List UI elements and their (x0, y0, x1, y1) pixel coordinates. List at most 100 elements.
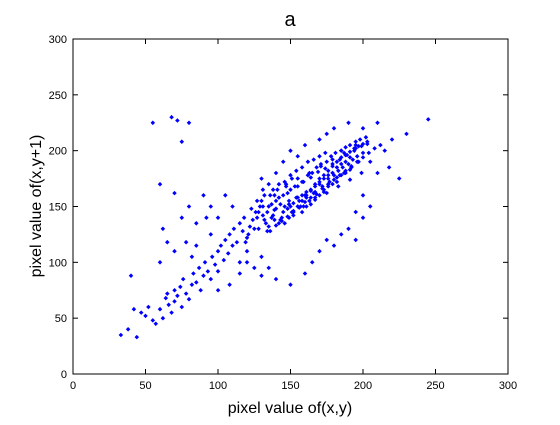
scatter-point (283, 184, 289, 189)
scatter-point (404, 131, 409, 137)
scatter-point (234, 240, 240, 245)
scatter-point (295, 195, 300, 200)
scatter-point (347, 155, 353, 160)
y-tick-label: 100 (49, 257, 67, 269)
scatter-point (292, 184, 298, 189)
scatter-point (275, 187, 280, 192)
scatter-point (244, 260, 250, 265)
y-axis-label: pixel value of(x,y+1) (28, 135, 45, 278)
scatter-point (208, 276, 214, 282)
x-axis-label: pixel value of(x,y) (228, 400, 353, 417)
scatter-point (356, 143, 361, 149)
scatter-point (260, 213, 266, 218)
scatter-point (314, 165, 319, 170)
scatter-point (259, 254, 264, 260)
scatter-point (324, 190, 329, 196)
scatter-point (273, 276, 279, 282)
scatter-point (262, 217, 267, 223)
scatter-point (308, 175, 314, 180)
scatter-point (386, 165, 392, 170)
scatter-point (134, 334, 140, 340)
scatter-point (143, 313, 148, 319)
scatter-point (294, 168, 299, 174)
scatter-point (330, 181, 335, 187)
scatter-point (165, 291, 170, 296)
scatter-point (288, 172, 293, 178)
scatter-point (325, 172, 331, 178)
scatter-point (186, 296, 192, 302)
scatter-point (280, 159, 286, 164)
scatter-point (334, 179, 340, 185)
scatter-point (286, 198, 292, 204)
y-tick-label: 0 (61, 369, 67, 381)
scatter-point (350, 157, 356, 162)
scatter-point (321, 172, 327, 178)
x-tick-label: 100 (209, 380, 227, 392)
scatter-point (301, 179, 306, 185)
scatter-point (324, 237, 329, 243)
y-tick-label: 50 (55, 313, 67, 325)
scatter-point (288, 282, 293, 287)
scatter-point (291, 213, 296, 218)
scatter-point (172, 299, 177, 304)
scatter-point (237, 271, 243, 276)
scatter-point (179, 304, 185, 310)
scatter-point (280, 192, 286, 198)
scatter-point (331, 177, 337, 182)
scatter-point (266, 265, 271, 271)
scatter-point (125, 327, 131, 332)
scatter-point (312, 181, 318, 187)
x-tick-label: 0 (70, 380, 76, 392)
scatter-point (296, 198, 302, 204)
scatter-point (365, 139, 370, 144)
y-tick-label: 150 (49, 202, 67, 214)
scatter-point (360, 150, 366, 156)
scatter-point (308, 202, 314, 207)
scatter-point (178, 284, 183, 290)
scatter-point (347, 177, 353, 182)
scatter-point (314, 191, 319, 197)
scatter-point (273, 198, 279, 204)
scatter-point (325, 181, 331, 187)
scatter-point (309, 170, 315, 176)
y-tick-label: 250 (49, 90, 67, 102)
scatter-point (175, 118, 180, 123)
scatter-point (150, 318, 156, 323)
scatter-point (334, 165, 340, 170)
scatter-point (280, 209, 286, 215)
chart-title: a (284, 9, 296, 31)
scatter-point (266, 224, 271, 229)
scatter-point (221, 257, 227, 263)
scatter-point (309, 259, 315, 265)
scatter-point (295, 153, 300, 159)
scatter-point (308, 188, 314, 194)
x-axis-ticks: 0 50 100 150 200 250 300 (70, 39, 517, 392)
scatter-point (333, 150, 338, 156)
scatter-point (269, 215, 274, 220)
scatter-point (336, 168, 341, 174)
x-tick-label: 200 (354, 380, 372, 392)
scatter-point (366, 150, 372, 156)
scatter-point (315, 169, 321, 175)
scatter-point (259, 198, 264, 204)
scatter-point (196, 265, 202, 271)
scatter-point (288, 148, 293, 153)
scatter-point (201, 273, 206, 278)
scatter-point (285, 206, 290, 211)
x-tick-label: 250 (426, 380, 444, 392)
scatter-point (324, 159, 329, 164)
scatter-point (202, 260, 208, 265)
y-axis-ticks: 0 50 100 150 200 250 300 (49, 34, 508, 381)
scatter-point (308, 195, 314, 200)
scatter-point (265, 228, 270, 234)
scatter-point (183, 291, 189, 296)
scatter-point (157, 260, 163, 265)
scatter-point (317, 179, 322, 185)
scatter-point (353, 237, 358, 243)
scatter-point (237, 260, 243, 265)
scatter-point (252, 265, 257, 271)
scatter-point (288, 187, 293, 192)
x-tick-label: 150 (281, 380, 299, 392)
